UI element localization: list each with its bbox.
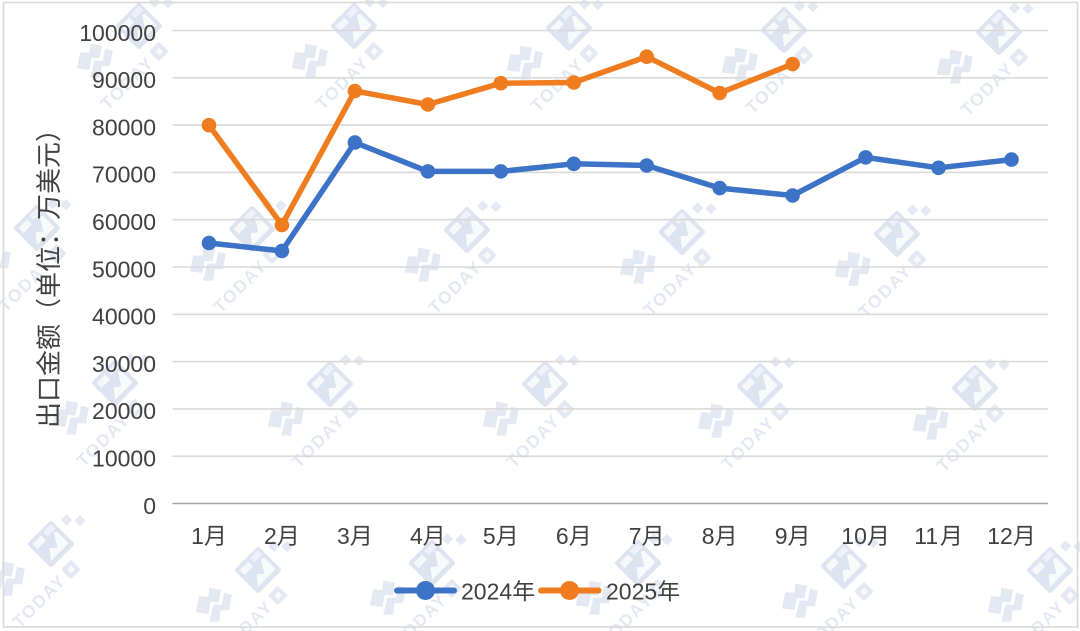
svg-text:30000: 30000 <box>92 351 156 377</box>
svg-text:80000: 80000 <box>92 114 156 140</box>
svg-text:7: 7 <box>629 523 642 549</box>
svg-text:60000: 60000 <box>92 209 156 235</box>
svg-text:70000: 70000 <box>92 162 156 188</box>
svg-text:2025: 2025 <box>606 579 657 605</box>
svg-text:90000: 90000 <box>92 67 156 93</box>
svg-text:6: 6 <box>556 523 569 549</box>
svg-text:9: 9 <box>775 523 788 549</box>
svg-text:4: 4 <box>410 523 423 549</box>
svg-text:20000: 20000 <box>92 398 156 424</box>
svg-text:100000: 100000 <box>79 20 156 46</box>
svg-text:3: 3 <box>337 523 350 549</box>
svg-text:10: 10 <box>841 523 867 549</box>
svg-text:0: 0 <box>143 493 156 519</box>
svg-text:2: 2 <box>264 523 277 549</box>
svg-text:12: 12 <box>987 523 1013 549</box>
svg-text:11: 11 <box>914 523 938 549</box>
svg-text:8: 8 <box>702 523 715 549</box>
svg-text:2024: 2024 <box>461 579 512 605</box>
svg-text:1: 1 <box>191 523 204 549</box>
svg-text:40000: 40000 <box>92 304 156 330</box>
svg-text:50000: 50000 <box>92 256 156 282</box>
svg-text:5: 5 <box>483 523 496 549</box>
svg-text:10000: 10000 <box>92 446 156 472</box>
